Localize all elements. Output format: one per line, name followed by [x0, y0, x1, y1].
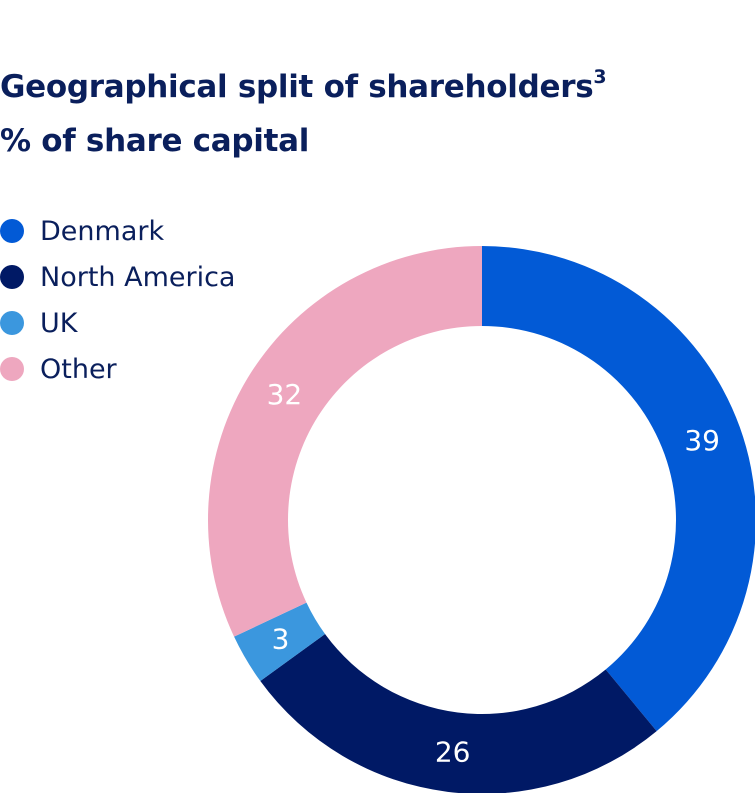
legend-label-denmark: Denmark	[40, 215, 165, 247]
donut-slice-north-america	[260, 634, 657, 793]
legend-swatch-uk	[0, 311, 24, 335]
legend-label-north-america: North America	[40, 261, 236, 293]
chart-title: Geographical split of shareholders3 % of…	[0, 60, 607, 168]
chart-subtitle: % of share capital	[0, 123, 310, 159]
title-line-1: Geographical split of shareholders3	[0, 66, 607, 106]
donut-slice-denmark	[482, 246, 755, 732]
legend-swatch-denmark	[0, 219, 24, 243]
value-label-denmark: 39	[684, 424, 720, 457]
value-label-uk: 3	[272, 623, 290, 656]
donut-slice-other	[207, 246, 482, 637]
donut-slice-uk	[234, 602, 326, 682]
title-footnote-marker: 3	[593, 66, 607, 88]
legend-item-other: Other	[0, 346, 235, 392]
legend-item-denmark: Denmark	[0, 208, 235, 254]
value-label-other: 32	[267, 378, 303, 411]
legend-swatch-north-america	[0, 265, 24, 289]
legend-swatch-other	[0, 357, 24, 381]
donut-slices	[207, 246, 755, 793]
legend-item-uk: UK	[0, 300, 235, 346]
donut-value-labels: 39 26 3 32	[267, 378, 720, 769]
value-label-north-america: 26	[435, 736, 471, 769]
chart-legend: Denmark North America UK Other	[0, 208, 235, 392]
legend-label-uk: UK	[40, 307, 78, 339]
legend-item-north-america: North America	[0, 254, 235, 300]
legend-label-other: Other	[40, 353, 117, 385]
